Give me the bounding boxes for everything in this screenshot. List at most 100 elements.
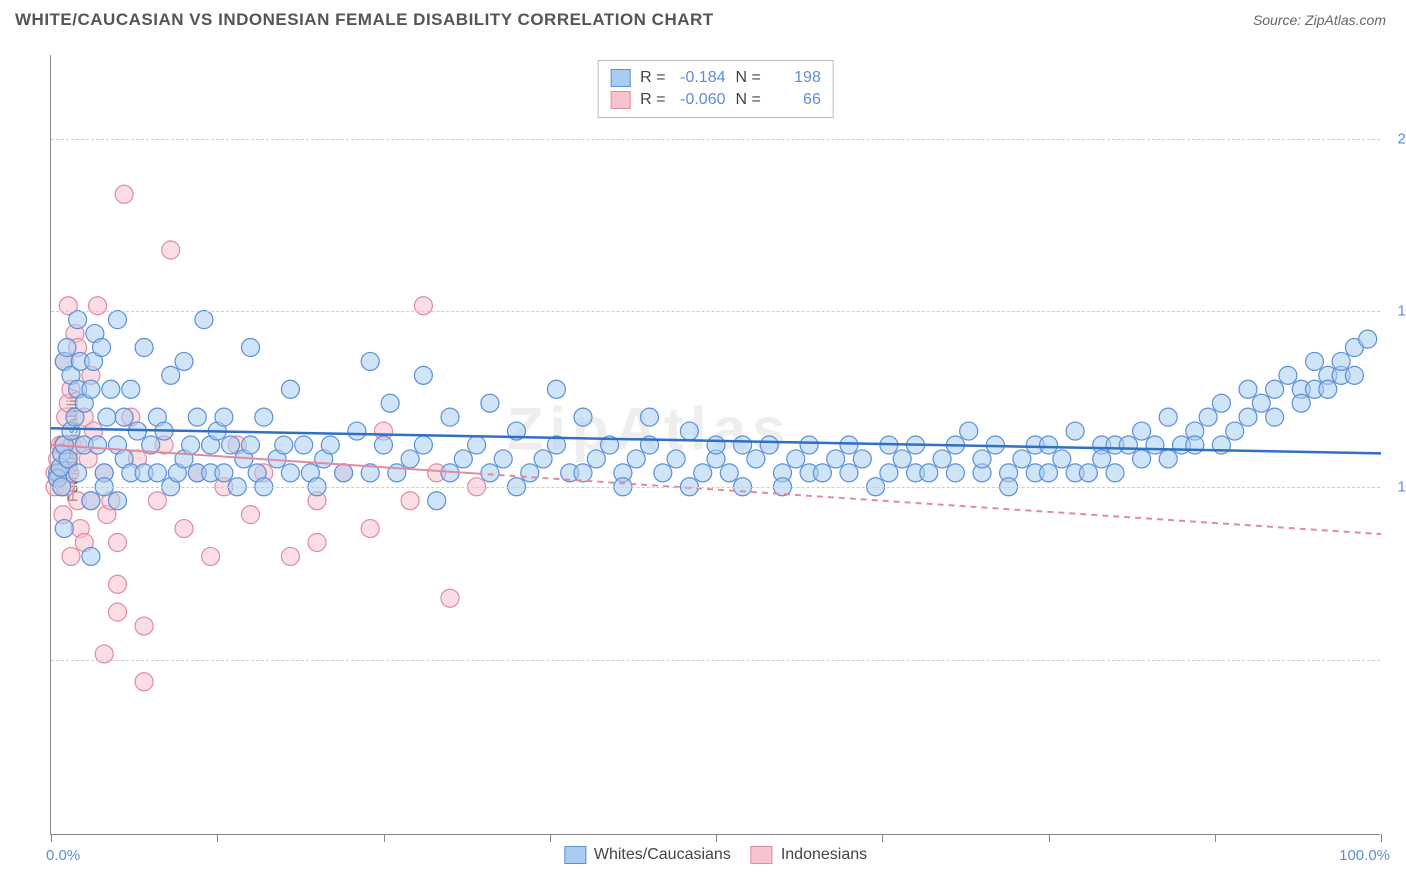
data-point: [441, 408, 459, 426]
data-point: [162, 241, 180, 259]
data-point: [122, 380, 140, 398]
data-point: [1186, 436, 1204, 454]
scatter-plot: [51, 55, 1380, 834]
data-point: [454, 450, 472, 468]
data-point: [58, 339, 76, 357]
data-point: [1292, 394, 1310, 412]
data-point: [115, 185, 133, 203]
data-point: [255, 408, 273, 426]
data-point: [853, 450, 871, 468]
data-point: [335, 464, 353, 482]
r-value: -0.184: [676, 69, 726, 87]
data-point: [275, 436, 293, 454]
data-point: [109, 311, 127, 329]
data-point: [1040, 436, 1058, 454]
y-tick-label: 18.8%: [1397, 303, 1406, 320]
data-point: [361, 352, 379, 370]
data-point: [321, 436, 339, 454]
data-point: [242, 339, 260, 357]
data-point: [747, 450, 765, 468]
data-point: [348, 422, 366, 440]
data-point: [1159, 408, 1177, 426]
data-point: [109, 492, 127, 510]
data-point: [800, 436, 818, 454]
data-point: [1239, 380, 1257, 398]
legend-swatch: [564, 846, 586, 864]
data-point: [162, 366, 180, 384]
grid-line: [51, 311, 1380, 312]
data-point: [109, 575, 127, 593]
data-point: [308, 534, 326, 552]
legend-label: Indonesians: [781, 846, 867, 864]
r-value: -0.060: [676, 91, 726, 109]
data-point: [893, 450, 911, 468]
data-point: [414, 436, 432, 454]
data-point: [401, 450, 419, 468]
data-point: [641, 408, 659, 426]
data-point: [1159, 450, 1177, 468]
data-point: [148, 464, 166, 482]
data-point: [627, 450, 645, 468]
x-axis-min-label: 0.0%: [46, 847, 80, 864]
data-point: [281, 380, 299, 398]
x-tick: [217, 834, 218, 842]
data-point: [960, 422, 978, 440]
data-point: [494, 450, 512, 468]
data-point: [102, 380, 120, 398]
data-point: [82, 492, 100, 510]
data-point: [760, 436, 778, 454]
data-point: [1013, 450, 1031, 468]
data-point: [973, 450, 991, 468]
data-point: [1146, 436, 1164, 454]
data-point: [547, 380, 565, 398]
data-point: [202, 547, 220, 565]
data-point: [534, 450, 552, 468]
data-point: [720, 464, 738, 482]
data-point: [414, 366, 432, 384]
data-point: [481, 394, 499, 412]
data-point: [69, 464, 87, 482]
data-point: [195, 311, 213, 329]
data-point: [115, 408, 133, 426]
n-label: N =: [736, 69, 761, 87]
data-point: [1133, 422, 1151, 440]
data-point: [481, 464, 499, 482]
x-tick: [550, 834, 551, 842]
data-point: [946, 464, 964, 482]
stats-legend-box: R = -0.184 N = 198 R = -0.060 N = 66: [597, 60, 834, 118]
legend-item: Whites/Caucasians: [564, 846, 731, 864]
data-point: [82, 547, 100, 565]
data-point: [1093, 450, 1111, 468]
data-point: [148, 492, 166, 510]
n-value: 198: [771, 69, 821, 87]
data-point: [1066, 422, 1084, 440]
y-tick-label: 12.5%: [1397, 478, 1406, 495]
legend-label: Whites/Caucasians: [594, 846, 731, 864]
data-point: [734, 436, 752, 454]
n-value: 66: [771, 91, 821, 109]
data-point: [587, 450, 605, 468]
x-tick: [1215, 834, 1216, 842]
chart-area: Female Disability ZipAtlas R = -0.184 N …: [50, 55, 1380, 835]
legend-swatch: [751, 846, 773, 864]
data-point: [222, 436, 240, 454]
source-attribution: Source: ZipAtlas.com: [1253, 12, 1386, 28]
data-point: [242, 436, 260, 454]
legend-item: Indonesians: [751, 846, 867, 864]
r-label: R =: [640, 69, 665, 87]
data-point: [920, 464, 938, 482]
n-label: N =: [736, 91, 761, 109]
stats-row: R = -0.060 N = 66: [610, 89, 821, 111]
data-point: [109, 603, 127, 621]
data-point: [880, 464, 898, 482]
data-point: [401, 492, 419, 510]
x-tick: [384, 834, 385, 842]
data-point: [1119, 436, 1137, 454]
bottom-legend: Whites/Caucasians Indonesians: [564, 846, 867, 864]
data-point: [1199, 408, 1217, 426]
data-point: [840, 464, 858, 482]
data-point: [1319, 380, 1337, 398]
data-point: [521, 464, 539, 482]
data-point: [1332, 352, 1350, 370]
data-point: [375, 436, 393, 454]
